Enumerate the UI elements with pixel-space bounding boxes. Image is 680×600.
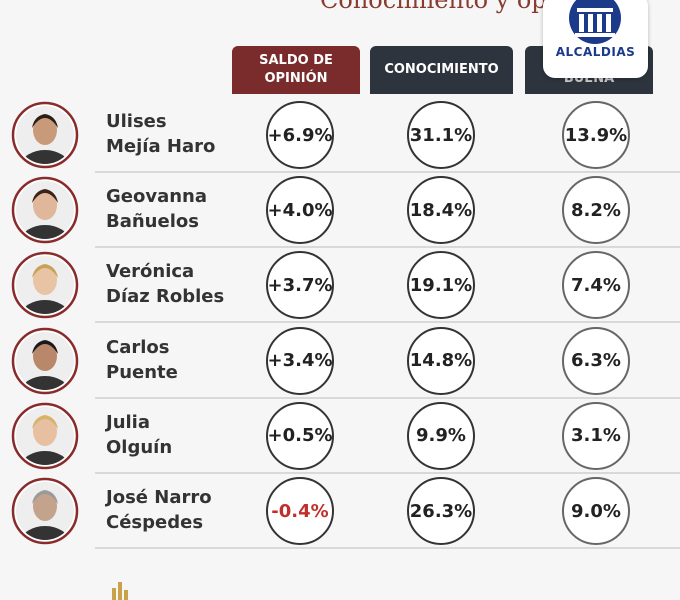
value-cell: 14.8%: [407, 326, 475, 395]
value-cell: +0.5%: [266, 401, 334, 470]
name-line: Carlos: [106, 336, 170, 358]
value-cell: 13.9%: [562, 101, 630, 169]
footer-logo: [112, 582, 128, 600]
candidate-name: Verónica Díaz Robles: [106, 259, 224, 309]
name-line: Céspedes: [106, 512, 204, 533]
column-header: CONOCIMIENTO: [370, 46, 513, 94]
value-cell: 19.1%: [407, 251, 475, 320]
value-cell: +3.7%: [266, 251, 334, 320]
name-line: José Narro: [106, 487, 212, 508]
value-cell: 26.3%: [407, 477, 475, 545]
photo: [11, 402, 79, 470]
value-cell: 18.4%: [407, 176, 475, 245]
column-header: SALDO DE OPINIÓN: [232, 46, 360, 94]
photo: [11, 101, 79, 169]
logo-text: ALCALDIAS: [555, 45, 636, 59]
candidate-name: Geovanna Bañuelos: [106, 184, 207, 234]
row-divider: [95, 246, 680, 249]
value-cell: +6.9%: [266, 101, 334, 169]
photo: [11, 477, 79, 545]
name-line: Díaz Robles: [106, 286, 225, 308]
row-divider: [95, 321, 680, 324]
name-line: Bañuelos: [106, 211, 199, 233]
value-cell: 7.4%: [562, 251, 630, 320]
name-line: Olguín: [106, 436, 173, 458]
value-cell: 8.2%: [562, 176, 630, 245]
value-cell: 9.9%: [407, 401, 475, 470]
candidate-name: José Narro Céspedes: [106, 485, 212, 535]
logo-icon: [569, 0, 621, 44]
row-divider: [95, 547, 680, 549]
photo: [11, 252, 79, 319]
row-divider: [95, 396, 680, 399]
candidate-name: Ulises Mejía Haro: [106, 109, 215, 159]
name-line: Puente: [106, 361, 178, 383]
row-divider: [95, 171, 680, 173]
name-line: Mejía Haro: [106, 136, 216, 157]
photo: [11, 327, 79, 394]
title: Conocimiento y op: [320, 0, 547, 14]
value-cell: 3.1%: [562, 401, 630, 470]
photo: [11, 176, 79, 244]
value-cell: 31.1%: [407, 101, 475, 169]
candidate-name: Julia Olguín: [106, 410, 172, 460]
value-cell: +4.0%: [266, 176, 334, 245]
value-cell: -0.4%: [266, 477, 334, 545]
value-cell: 6.3%: [562, 326, 630, 395]
name-line: Geovanna: [106, 186, 208, 208]
candidate-name: Carlos Puente: [106, 335, 178, 385]
name-line: Ulises: [106, 111, 167, 132]
name-line: Julia: [106, 411, 150, 433]
value-cell: +3.4%: [266, 326, 334, 395]
row-divider: [95, 471, 680, 474]
value-cell: 9.0%: [562, 477, 630, 545]
logo: ALCALDIAS: [543, 0, 648, 78]
name-line: Verónica: [106, 261, 195, 283]
